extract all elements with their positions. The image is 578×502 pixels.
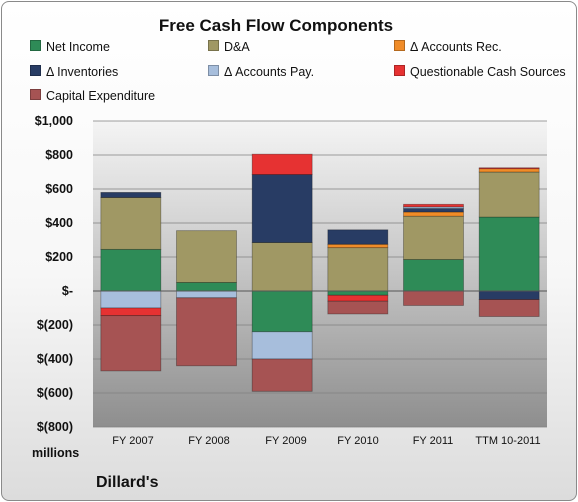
bar-segment: [251, 290, 313, 333]
y-tick-label: $600: [45, 182, 73, 196]
legend-label: Net Income: [46, 40, 110, 54]
y-tick-label: $(600): [36, 386, 73, 400]
y-tick-label: $1,000: [34, 114, 73, 128]
y-tick-label: $200: [45, 250, 73, 264]
y-tick-label: $(200): [36, 318, 73, 332]
legend-swatch: [208, 65, 219, 76]
bar-segment: [251, 153, 313, 175]
y-tick-label: $(400): [36, 352, 73, 366]
bar-segment: [176, 282, 237, 292]
bar-segment: [403, 215, 464, 260]
legend-item-questionable-cash: Questionable Cash Sources: [394, 65, 566, 79]
legend-item-accounts-pay: Δ Accounts Pay.: [208, 65, 314, 79]
legend-item-inventories: Δ Inventories: [30, 65, 118, 79]
bar-segment: [478, 290, 540, 300]
bar-segment: [100, 248, 162, 292]
x-tick-label: FY 2011: [412, 435, 454, 447]
legend-item-capex: Capital Expenditure: [30, 89, 155, 103]
bar-segment: [176, 290, 237, 299]
bar-segment: [251, 242, 313, 292]
legend-swatch: [30, 40, 41, 51]
legend-label: Capital Expenditure: [46, 89, 156, 103]
y-tick-label: $800: [45, 148, 73, 162]
y-tick-label: $(800): [36, 420, 73, 434]
bar-segment: [176, 297, 237, 367]
bar-segment: [327, 247, 389, 292]
x-tick-label: FY 2010: [337, 435, 379, 447]
bar-segment: [100, 315, 162, 372]
legend-label: Δ Accounts Pay.: [224, 65, 315, 79]
legend-swatch: [394, 40, 405, 51]
x-tick-label: FY 2007: [112, 435, 154, 447]
bar-segment: [251, 174, 313, 243]
bar-segment: [403, 203, 464, 208]
legend-swatch: [208, 40, 219, 51]
bar-segment: [327, 290, 389, 296]
bar-segment: [100, 191, 162, 198]
bar-segment: [100, 307, 162, 317]
x-tick-label: FY 2009: [265, 435, 307, 447]
legend-item-da: D&A: [208, 40, 250, 54]
bar-segment: [478, 167, 540, 170]
bar-segment: [176, 230, 237, 283]
bar-segment: [327, 294, 389, 302]
legend-item-net-income: Net Income: [30, 40, 110, 54]
legend-swatch: [30, 89, 41, 100]
bar-segment: [327, 229, 389, 245]
bar-segment: [327, 300, 389, 315]
y-tick-label: $-: [61, 284, 73, 298]
legend-label: Δ Accounts Rec.: [410, 40, 502, 54]
bar-segment: [100, 290, 162, 309]
bar-segment: [478, 216, 540, 292]
legend-swatch: [30, 65, 41, 76]
company-name: Dillard's: [96, 474, 159, 491]
x-tick-label: FY 2008: [188, 435, 230, 447]
legend-label: D&A: [224, 40, 250, 54]
bar-segment: [403, 208, 464, 213]
bar-segment: [403, 259, 464, 292]
bar-segment: [478, 299, 540, 317]
legend-item-accounts-rec: Δ Accounts Rec.: [394, 40, 502, 54]
y-tick-label: $400: [45, 216, 73, 230]
bar-segment: [100, 197, 162, 250]
legend-swatch: [394, 65, 405, 76]
x-tick-label: TTM 10-2011: [475, 435, 541, 447]
bar-segment: [251, 358, 313, 392]
legend-label: Δ Inventories: [46, 65, 119, 79]
bar-segment: [403, 211, 464, 217]
chart-title: Free Cash Flow Components: [158, 16, 394, 35]
plot-background: [93, 121, 547, 427]
legend-label: Questionable Cash Sources: [410, 65, 566, 79]
units-label: millions: [32, 446, 80, 460]
bar-segment: [251, 331, 313, 360]
bar-segment: [403, 290, 464, 306]
bar-segment: [327, 243, 389, 249]
bar-segment: [478, 171, 540, 218]
